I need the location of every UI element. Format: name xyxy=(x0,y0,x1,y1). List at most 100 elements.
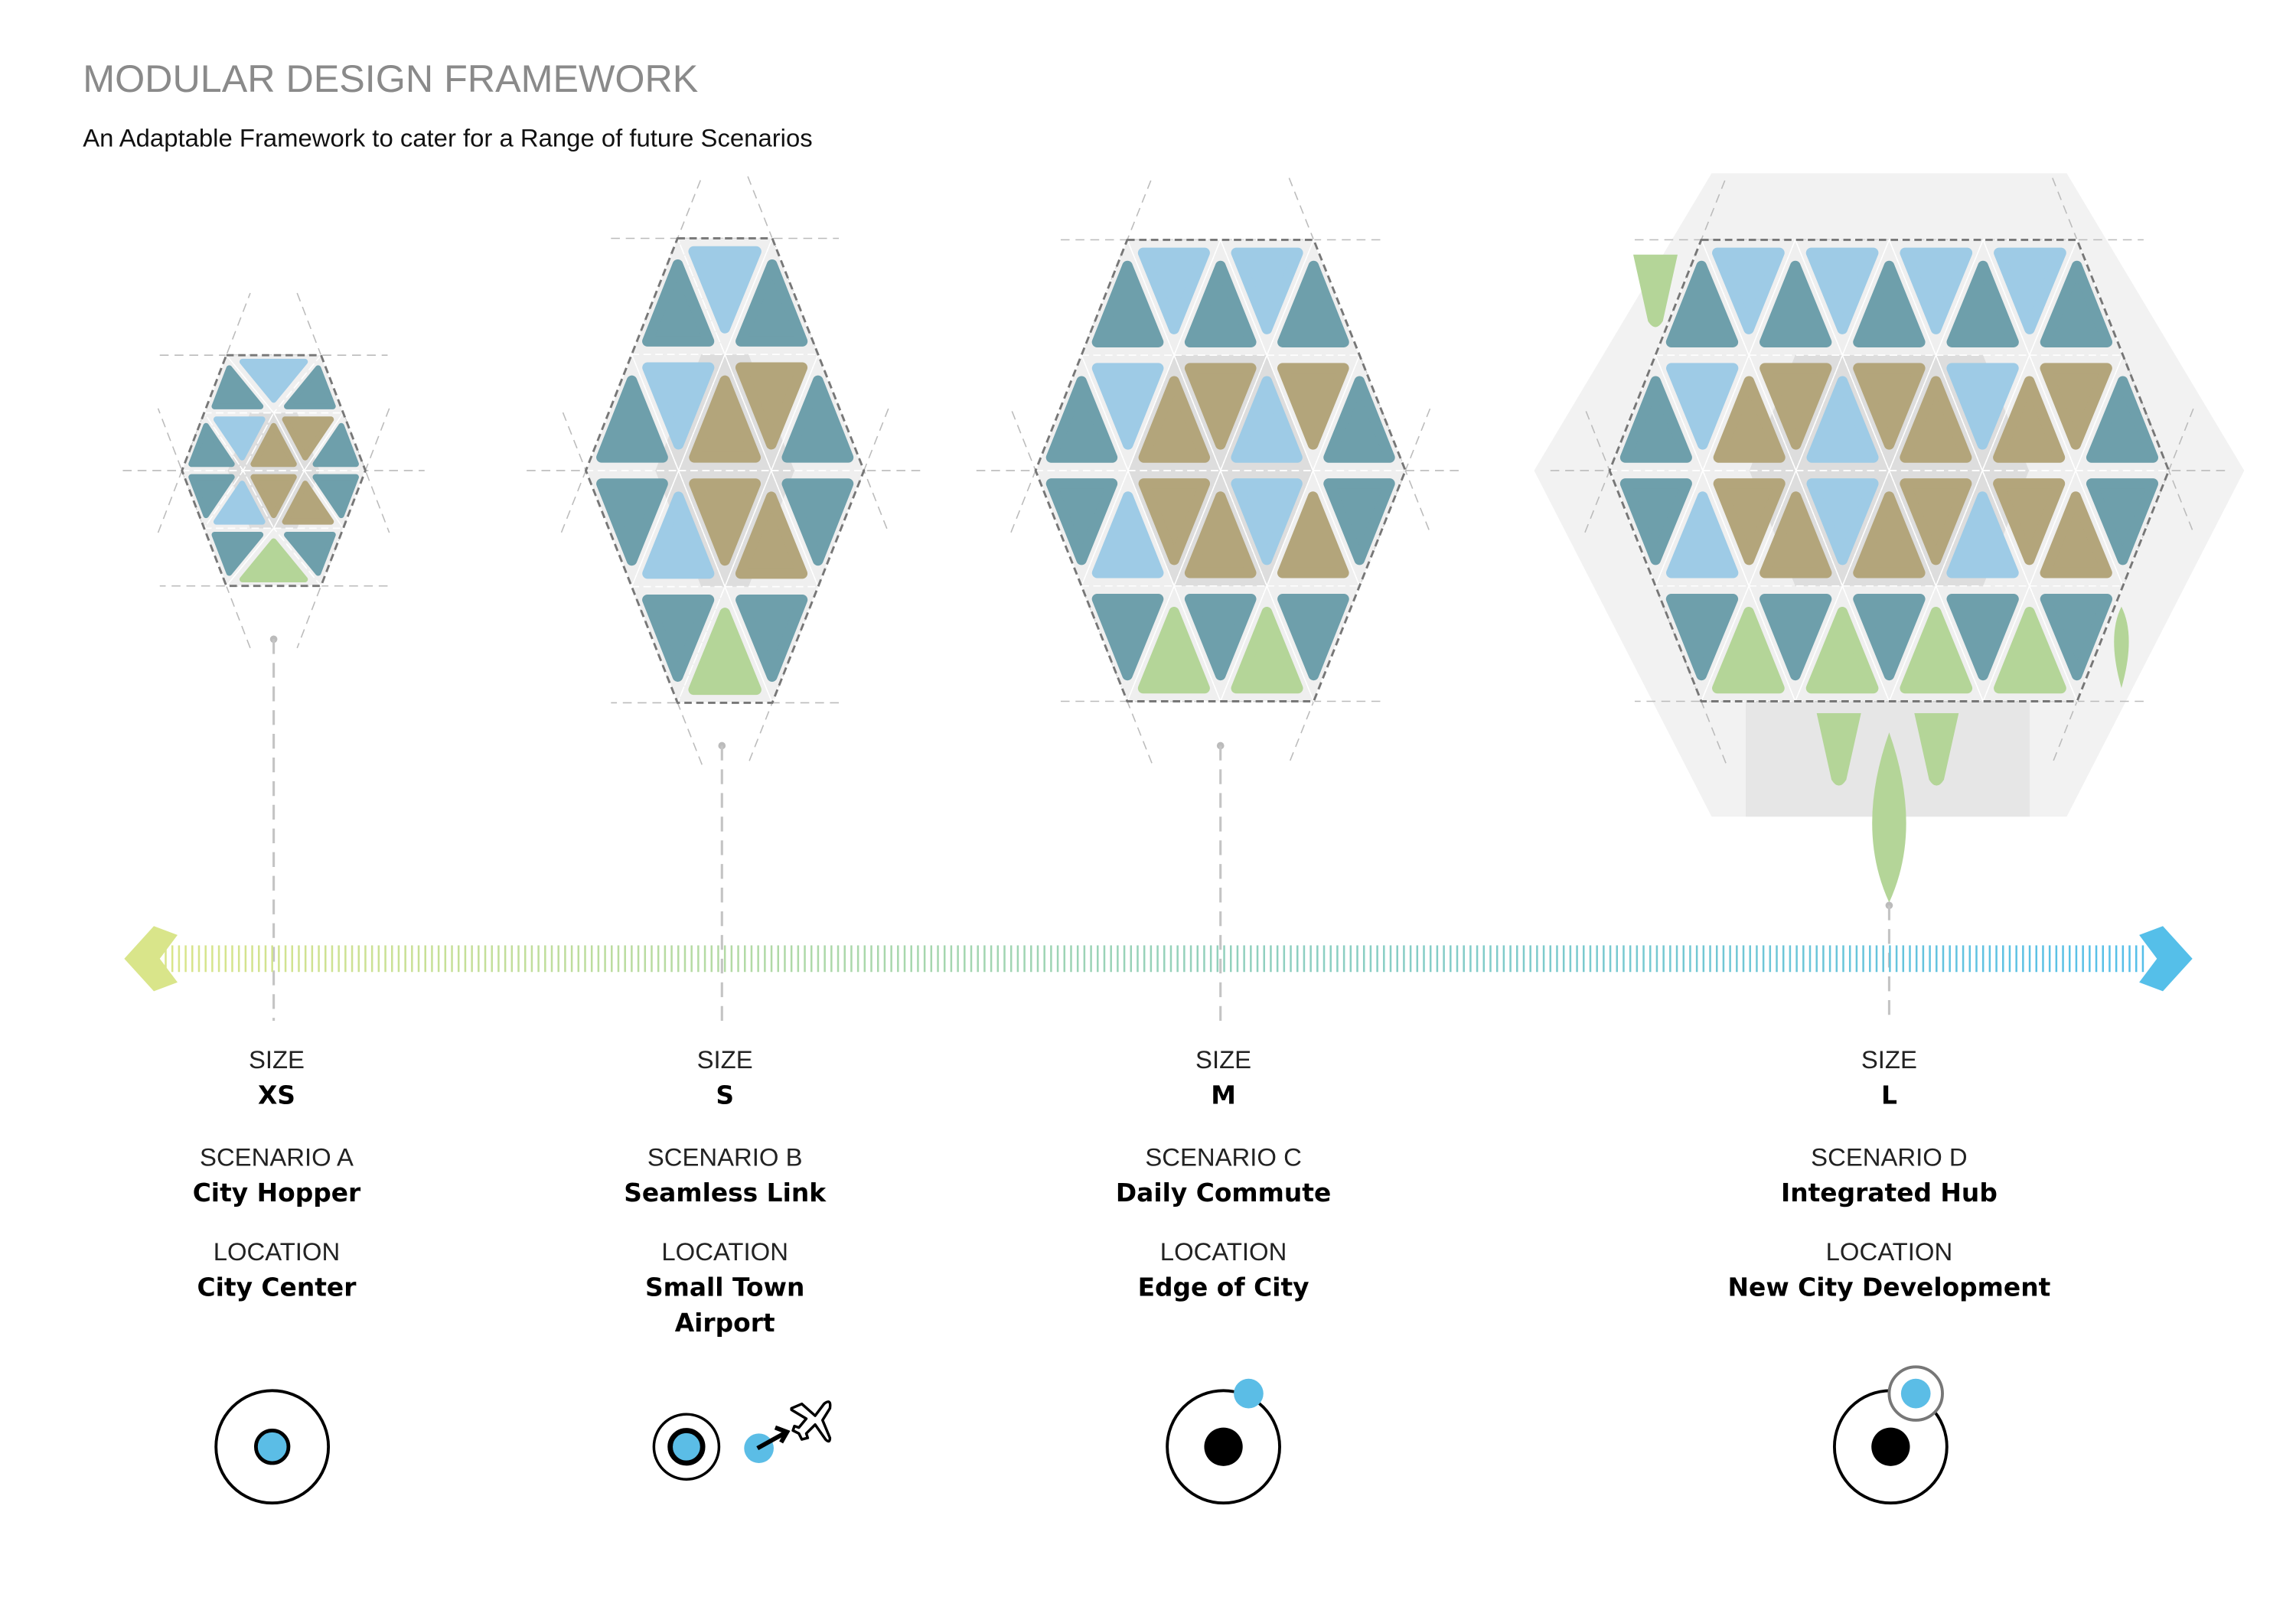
olive-module xyxy=(1853,363,1926,450)
olive-module xyxy=(1760,363,1832,450)
blue-module xyxy=(1712,247,1785,334)
teal-module xyxy=(211,365,264,409)
grid-cell xyxy=(203,412,275,472)
grid-cell xyxy=(1080,585,1176,703)
grid-cell xyxy=(631,236,726,355)
scenario-label: SCENARIO A xyxy=(200,1142,354,1171)
size-scale-bar xyxy=(124,926,2193,992)
page-title: MODULAR DESIGN FRAMEWORK xyxy=(83,57,698,100)
teal-module xyxy=(1045,376,1118,463)
teal-module xyxy=(642,259,715,347)
module-hexagon-xs xyxy=(122,292,425,649)
grid-guide-line xyxy=(296,292,390,533)
size-value: XS xyxy=(258,1080,295,1110)
blue-module xyxy=(642,362,715,450)
olive-module xyxy=(2040,363,2112,450)
hexagon-dashed-outline xyxy=(181,354,367,588)
location-value: Edge of City xyxy=(1138,1273,1309,1302)
grid-cell xyxy=(272,412,344,472)
olive-module xyxy=(1277,363,1349,450)
green-module xyxy=(1816,712,1861,786)
teal-module xyxy=(1323,376,1395,463)
teal-module xyxy=(1946,593,2019,681)
grid-cell xyxy=(1794,239,1890,357)
hexagon-dashed-outline xyxy=(1608,238,2170,702)
olive-module xyxy=(1760,491,1832,578)
grid-cell xyxy=(1935,238,2030,356)
size-label: SIZE xyxy=(249,1045,305,1074)
location-value: New City Development xyxy=(1728,1273,2051,1302)
grid-cell xyxy=(1701,470,1797,588)
grid-cell xyxy=(1888,470,1984,588)
edge-of-city-icon xyxy=(1166,1378,1281,1505)
teal-module xyxy=(1184,260,1257,347)
module-hexagon-m xyxy=(976,178,1465,764)
location-value-line2: Airport xyxy=(675,1308,775,1338)
blue-module xyxy=(1946,491,2019,578)
teal-module xyxy=(1619,478,1692,565)
grid-cell xyxy=(677,353,772,471)
grid-guide-line xyxy=(1288,178,1431,533)
teal-module xyxy=(1853,593,1926,681)
olive-module xyxy=(1993,376,2066,463)
grid-guide-line xyxy=(747,176,889,533)
green-module xyxy=(688,608,762,696)
olive-module xyxy=(1993,478,2066,565)
olive-module xyxy=(2040,491,2112,578)
blue-module xyxy=(642,491,715,579)
blue-module xyxy=(239,358,308,403)
grid-cell xyxy=(585,470,680,588)
teal-module xyxy=(2040,593,2113,681)
teal-module xyxy=(1760,260,1832,347)
city-center-target-icon xyxy=(214,1389,331,1505)
module-hexagon-l xyxy=(1550,178,2229,764)
grid-cell xyxy=(1608,354,1704,471)
grid-cell xyxy=(1701,354,1797,471)
grid-cell xyxy=(724,354,820,473)
grid-cell xyxy=(1841,238,1937,356)
grid-cell xyxy=(2028,238,2124,356)
grid-cell xyxy=(272,469,344,530)
teal-module xyxy=(1619,376,1692,463)
grid-cell xyxy=(1654,238,1750,356)
scenario-b-column: SIZE S SCENARIO B Seamless Link LOCATION… xyxy=(624,1045,827,1338)
grid-guide-line xyxy=(296,408,390,649)
grid-cell xyxy=(585,353,680,471)
grid-guide-line xyxy=(157,408,251,649)
teal-module xyxy=(1045,478,1118,565)
chevron-left-arrow-icon xyxy=(124,926,178,992)
scenario-c-column: SIZE M SCENARIO C Daily Commute LOCATION… xyxy=(1116,1045,1331,1302)
green-module xyxy=(1900,607,1973,694)
olive-module xyxy=(735,362,808,450)
module-hexagon-s xyxy=(527,176,924,765)
location-label: LOCATION xyxy=(661,1237,788,1266)
grid-cell xyxy=(631,585,726,705)
blue-module xyxy=(1666,491,1739,578)
grid-guide-line xyxy=(2052,408,2194,764)
blue-module xyxy=(213,416,266,461)
teal-module xyxy=(1946,260,2019,347)
grid-guide-line xyxy=(157,292,251,533)
grid-cell xyxy=(1982,239,2079,357)
grid-cell xyxy=(1748,585,1844,703)
teal-module xyxy=(211,532,264,576)
scenario-a-column: SIZE XS SCENARIO A City Hopper LOCATION … xyxy=(193,1045,361,1302)
hexagon-dashed-outline xyxy=(1034,238,1407,702)
olive-module xyxy=(1713,376,1786,463)
grid-guide-line xyxy=(560,176,703,533)
new-development-icon xyxy=(1832,1365,1949,1505)
blue-module xyxy=(1137,247,1210,334)
grid-cell xyxy=(1888,239,1985,357)
green-module xyxy=(1805,607,1879,694)
blue-module xyxy=(1231,478,1303,565)
grid-guide-line xyxy=(747,408,889,765)
grid-cell xyxy=(1700,584,1796,702)
olive-module xyxy=(1184,363,1257,450)
scenario-name: Integrated Hub xyxy=(1781,1178,1998,1207)
grid-guide-line xyxy=(2052,178,2194,533)
blue-module xyxy=(1805,247,1879,334)
airport-link-icon xyxy=(652,1400,832,1481)
location-value: Small Town xyxy=(645,1273,804,1302)
grid-cell xyxy=(1312,470,1407,588)
